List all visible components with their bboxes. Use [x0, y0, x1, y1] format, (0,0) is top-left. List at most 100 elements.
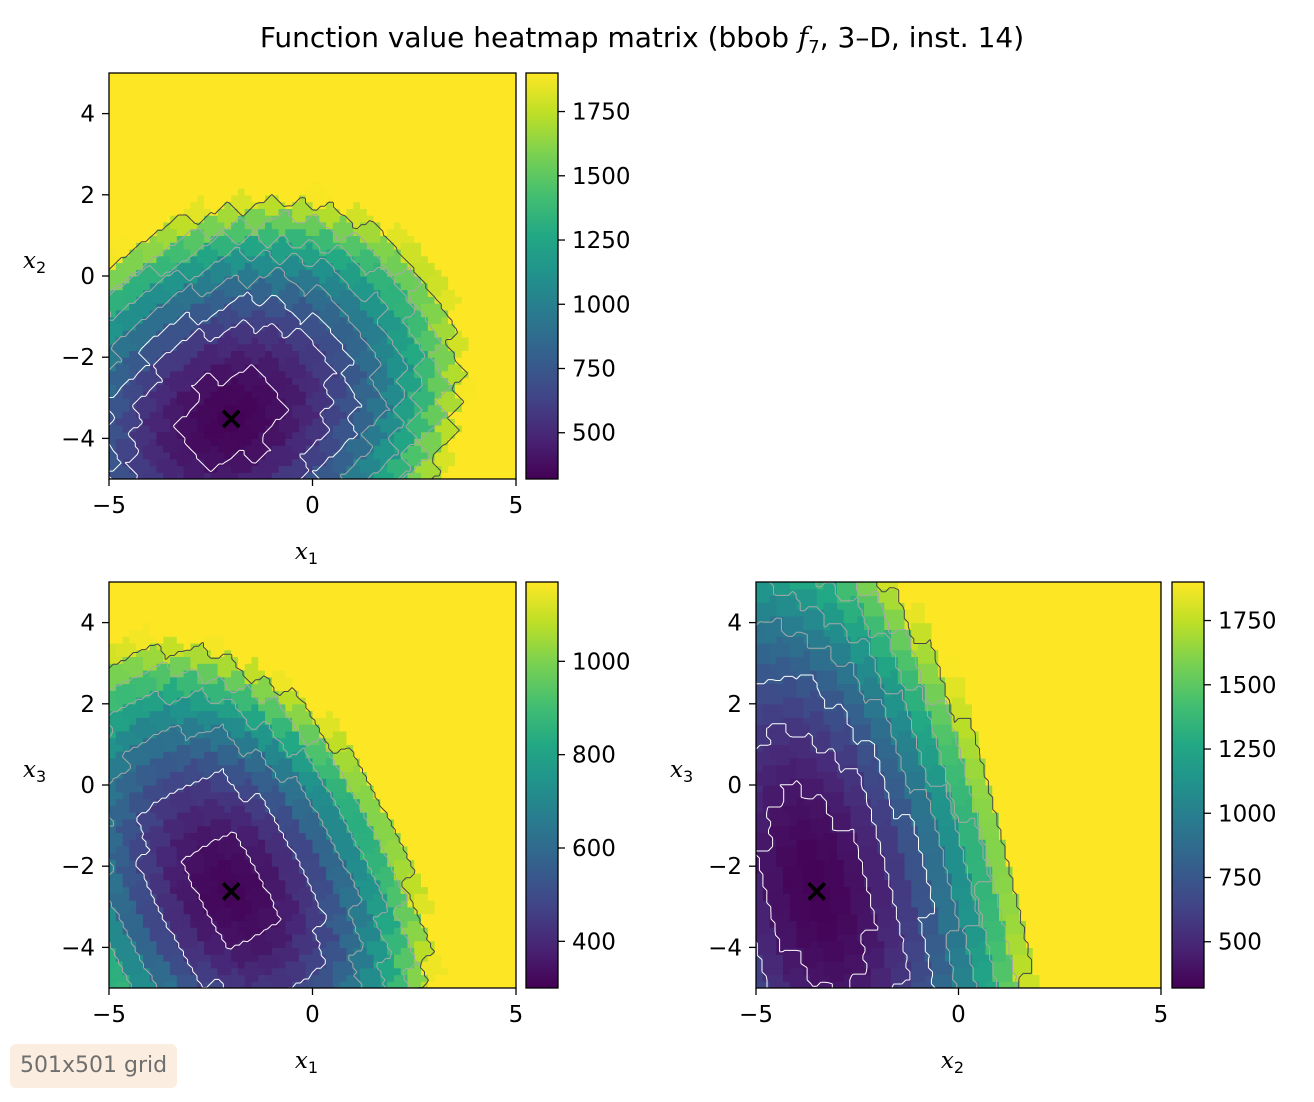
- contour-line: [109, 291, 363, 479]
- heatmap-cell: [224, 384, 232, 392]
- heatmap-cell: [305, 465, 314, 473]
- heatmap-cell: [312, 431, 320, 439]
- heatmap-cell: [482, 418, 490, 426]
- heatmap-cell: [339, 120, 348, 128]
- heatmap-cell: [475, 886, 483, 894]
- heatmap-cell: [502, 221, 510, 230]
- heatmap-cell: [414, 113, 422, 121]
- heatmap-cell: [163, 424, 171, 433]
- heatmap-cell: [441, 248, 449, 257]
- heatmap-cell: [163, 215, 171, 223]
- heatmap-cell: [203, 296, 212, 304]
- heatmap-cell: [203, 269, 212, 277]
- heatmap-cell: [292, 384, 300, 392]
- heatmap-cell: [434, 181, 442, 189]
- heatmap-cell: [448, 262, 456, 270]
- heatmap-cell: [251, 296, 259, 304]
- heatmap-cell: [319, 886, 327, 894]
- heatmap-cell: [448, 940, 456, 948]
- heatmap-cell: [400, 309, 409, 318]
- heatmap-cell: [163, 839, 171, 847]
- heatmap-cell: [170, 343, 178, 352]
- heatmap-cell: [339, 363, 348, 372]
- heatmap-cell: [400, 242, 409, 250]
- heatmap-cell: [149, 472, 158, 479]
- heatmap-cell: [122, 357, 130, 365]
- heatmap-cell: [339, 458, 348, 467]
- heatmap-cell: [183, 377, 191, 385]
- heatmap-cell: [197, 967, 205, 976]
- heatmap-cell: [387, 154, 395, 162]
- heatmap-cell: [509, 113, 516, 121]
- heatmap-cell: [142, 167, 151, 176]
- heatmap-cell: [502, 411, 510, 419]
- heatmap-cell: [387, 248, 395, 257]
- heatmap-cell: [482, 73, 490, 81]
- heatmap-cell: [285, 248, 293, 257]
- heatmap-cell: [488, 458, 497, 467]
- heatmap-cell: [170, 866, 178, 874]
- heatmap-cell: [244, 451, 253, 460]
- heatmap-cell: [468, 79, 476, 88]
- heatmap-cell: [502, 377, 510, 385]
- heatmap-cell: [271, 228, 280, 236]
- heatmap-cell: [265, 431, 273, 439]
- heatmap-cell: [305, 174, 314, 182]
- heatmap-cell: [346, 303, 354, 311]
- heatmap-cell: [380, 181, 388, 189]
- heatmap-cell: [461, 276, 470, 284]
- heatmap-cell: [339, 839, 348, 847]
- heatmap-cell: [170, 73, 178, 81]
- heatmap-cell: [278, 336, 286, 345]
- heatmap-cell: [265, 866, 273, 874]
- heatmap-cell: [237, 940, 246, 948]
- heatmap-cell: [326, 194, 334, 203]
- heatmap-cell: [237, 370, 246, 379]
- heatmap-cell: [319, 384, 327, 392]
- heatmap-cell: [319, 411, 327, 419]
- heatmap-cell: [495, 228, 504, 236]
- heatmap-cell: [427, 140, 436, 149]
- figure-title: Function value heatmap matrix (bbob f7, …: [260, 21, 1024, 58]
- heatmap-cell: [326, 839, 334, 847]
- heatmap-cell: [258, 377, 266, 385]
- heatmap-cell: [488, 900, 497, 908]
- heatmap-cell: [190, 316, 198, 324]
- heatmap-cell: [326, 100, 334, 108]
- heatmap-cell: [183, 167, 191, 176]
- heatmap-cell: [109, 235, 117, 243]
- heatmap-cell: [421, 913, 429, 921]
- heatmap-cell: [136, 201, 144, 209]
- heatmap-cell: [332, 316, 341, 324]
- heatmap-cell: [427, 418, 436, 426]
- heatmap-cell: [183, 133, 191, 142]
- heatmap-cell: [380, 248, 388, 257]
- heatmap-cell: [210, 384, 219, 392]
- heatmap-cell: [237, 242, 246, 250]
- heatmap-cell: [359, 160, 368, 169]
- heatmap-cell: [359, 282, 368, 291]
- heatmap-cell: [448, 343, 456, 352]
- heatmap-cell: [495, 445, 504, 453]
- heatmap-cell: [380, 472, 388, 479]
- heatmap-cell: [292, 79, 300, 88]
- heatmap-cell: [210, 100, 219, 108]
- heatmap-cell: [298, 100, 307, 108]
- heatmap-cell: [129, 255, 137, 264]
- heatmap-cell: [292, 181, 300, 189]
- heatmap-cell: [332, 940, 341, 948]
- heatmap-cell: [285, 424, 293, 433]
- heatmap-cell: [224, 93, 232, 101]
- heatmap-cell: [434, 852, 442, 861]
- heatmap-cell: [380, 73, 388, 81]
- heatmap-cell: [353, 79, 361, 88]
- heatmap-cell: [285, 181, 293, 189]
- heatmap-cell: [224, 113, 232, 121]
- heatmap-cell: [244, 866, 253, 874]
- heatmap-cell: [129, 215, 137, 223]
- heatmap-cell: [427, 960, 436, 969]
- heatmap-cell: [129, 845, 137, 854]
- heatmap-cell: [237, 323, 246, 331]
- heatmap-cell: [258, 438, 266, 446]
- heatmap-cell: [461, 852, 470, 861]
